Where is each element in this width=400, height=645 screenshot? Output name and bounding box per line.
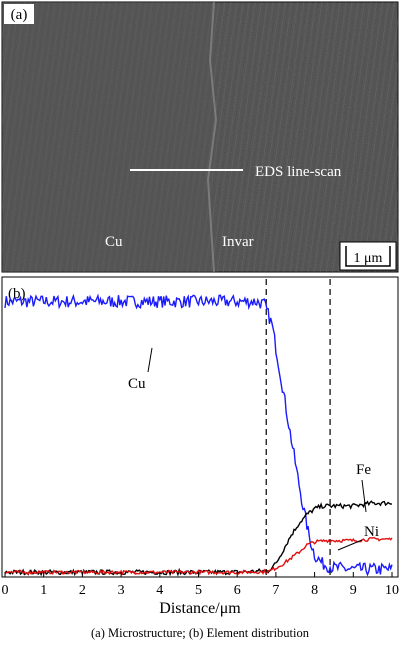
eds-label: EDS line-scan [255, 164, 342, 180]
x-tick-label: 4 [156, 583, 163, 598]
interface-boundary [206, 1, 218, 273]
x-tick-label: 5 [195, 583, 202, 598]
x-tick-label: 10 [385, 583, 399, 598]
leader-line-fe [361, 479, 367, 513]
caption: (a) Microstructure; (b) Element distribu… [91, 626, 310, 640]
series-label-cu: Cu [128, 376, 146, 392]
x-axis-ticks: 0 1 2 3 4 5 6 7 8 9 10 [2, 572, 399, 598]
micrograph-left-tone [2, 2, 212, 272]
leader-line-cu [147, 347, 153, 373]
x-tick-label: 9 [350, 583, 357, 598]
panel-a-label-box [4, 4, 34, 24]
x-tick-label: 3 [118, 583, 125, 598]
scale-bar [345, 246, 391, 267]
scale-bar-label: 1 μm [354, 251, 383, 266]
series-line-cu [4, 293, 393, 577]
x-tick-label: 2 [79, 583, 86, 598]
x-tick-label: 0 [2, 583, 9, 598]
x-axis-label: Distance/μm [159, 600, 241, 617]
series-label-fe: Fe [356, 462, 371, 478]
micrograph-noise [2, 2, 398, 272]
panel-a: (a) EDS line-scan Cu Invar 1 μm [1, 1, 399, 273]
x-tick-label: 6 [234, 583, 241, 598]
x-tick-label: 7 [272, 583, 279, 598]
series-label-ni: Ni [364, 524, 379, 540]
x-tick-label: 1 [40, 583, 47, 598]
leader-line-ni [337, 539, 363, 551]
series-line-ni [4, 536, 393, 576]
region-cu-label: Cu [105, 234, 123, 250]
panel-b-frame [1, 276, 399, 578]
region-invar-label: Invar [222, 234, 254, 250]
panel-a-label: (a) [11, 7, 28, 23]
x-tick-label: 8 [311, 583, 318, 598]
